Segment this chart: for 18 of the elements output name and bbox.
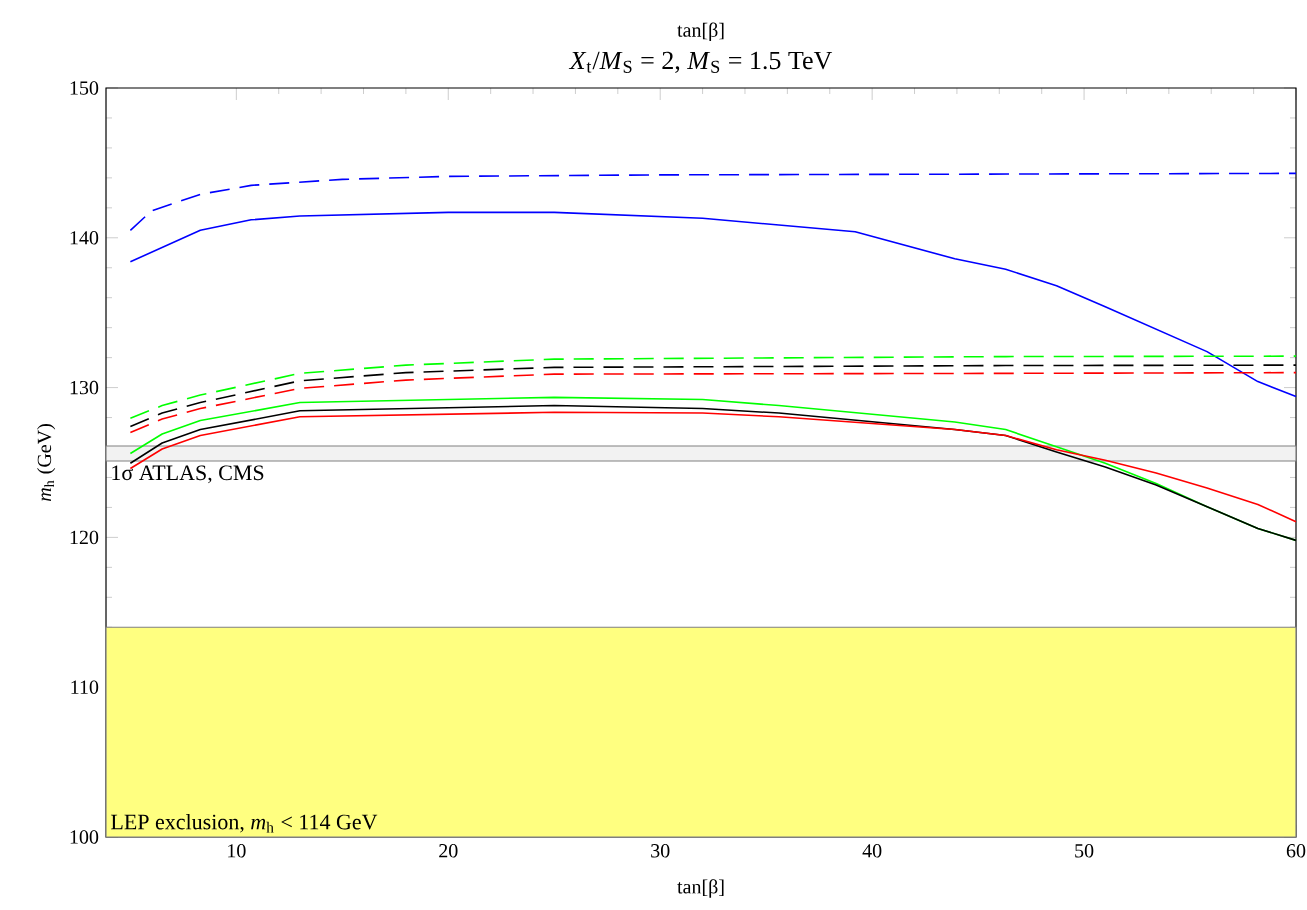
x-tick-label: 10 (228, 844, 246, 858)
x-tick-label: 50 (1075, 844, 1094, 858)
y-tick-label: 100 (70, 830, 99, 844)
y-tick-label: 140 (70, 231, 99, 245)
x-axis-title: tan[β] (677, 879, 724, 898)
band-label: 1σ ATLAS, CMS (112, 465, 264, 484)
text: tan[β] (677, 22, 724, 41)
x-tick-label: 60 (1286, 844, 1306, 858)
y-axis-title: m$_{h}$ (GeV) (37, 424, 56, 502)
y-tick-label: 110 (71, 680, 99, 694)
y-tick-label: 150 (70, 81, 99, 95)
x-tick-label: 30 (651, 844, 670, 858)
x-tick-label: 20 (439, 844, 458, 858)
x-tick-label: 40 (862, 844, 882, 858)
chart-title: X$_{t}$/M$_{S}$ = 2, M$_{S}$ = 1.5 TeV (568, 51, 833, 73)
y-tick-label: 120 (70, 530, 99, 545)
y-tick-label: 130 (70, 380, 99, 395)
band-label: LEP exclusion, m$_{h}$ < 114 GeV (111, 813, 378, 833)
